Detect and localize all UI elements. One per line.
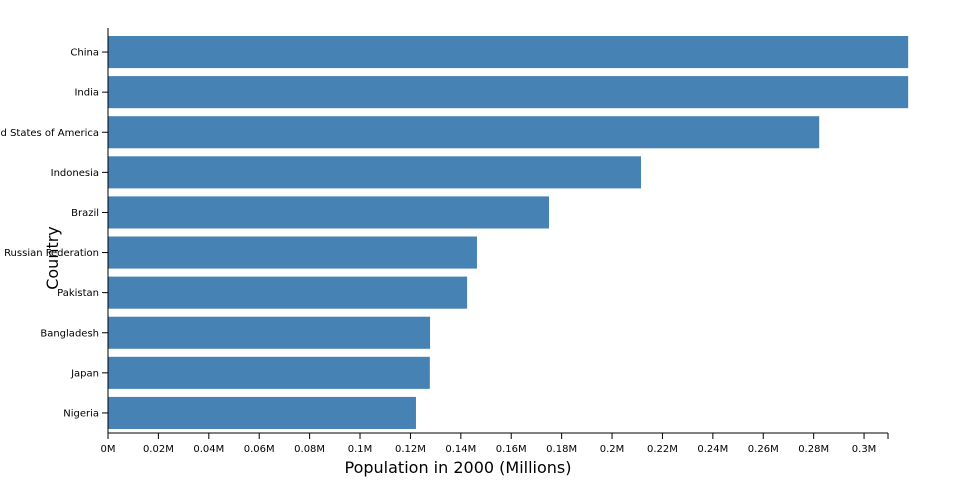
bar	[108, 36, 909, 69]
y-tick-label: Nigeria	[63, 408, 99, 419]
x-tick-label: 0.22M	[647, 444, 678, 455]
x-tick-label: 0.12M	[395, 444, 426, 455]
bar	[108, 76, 909, 109]
y-tick-label: Russian Federation	[4, 248, 99, 259]
y-tick-label: Brazil	[71, 208, 99, 219]
plot-area	[108, 36, 909, 429]
x-tick-label: 0.06M	[244, 444, 275, 455]
bar	[108, 236, 477, 269]
bar	[108, 396, 416, 429]
x-tick-label: 0.18M	[546, 444, 577, 455]
bar	[108, 156, 642, 189]
y-tick-label: China	[70, 48, 99, 59]
x-tick-label: 0.3M	[852, 444, 877, 455]
y-tick-label: India	[74, 88, 99, 99]
bar	[108, 356, 430, 389]
x-tick-label: 0.08M	[294, 444, 325, 455]
bar	[108, 196, 550, 229]
y-tick-label: Indonesia	[51, 168, 99, 179]
y-tick-label: United States of America	[0, 128, 99, 139]
x-tick-label: 0.02M	[143, 444, 174, 455]
x-tick-label: 0.16M	[496, 444, 527, 455]
bar	[108, 116, 820, 149]
x-tick-label: 0.04M	[193, 444, 224, 455]
bar	[108, 316, 431, 349]
y-tick-label: Japan	[70, 368, 99, 379]
x-tick-label: 0.14M	[445, 444, 476, 455]
x-tick-label: 0.28M	[798, 444, 829, 455]
y-tick-label: Bangladesh	[40, 328, 99, 339]
y-tick-label: Pakistan	[57, 288, 99, 299]
x-tick-label: 0.26M	[748, 444, 779, 455]
x-axis-title: Population in 2000 (Millions)	[345, 458, 572, 477]
x-tick-label: 0.1M	[348, 444, 373, 455]
x-tick-label: 0.2M	[600, 444, 625, 455]
x-tick-label: 0.24M	[697, 444, 728, 455]
y-axis-title: Country	[43, 226, 62, 290]
x-tick-label: 0M	[101, 444, 116, 455]
bar	[108, 276, 468, 309]
